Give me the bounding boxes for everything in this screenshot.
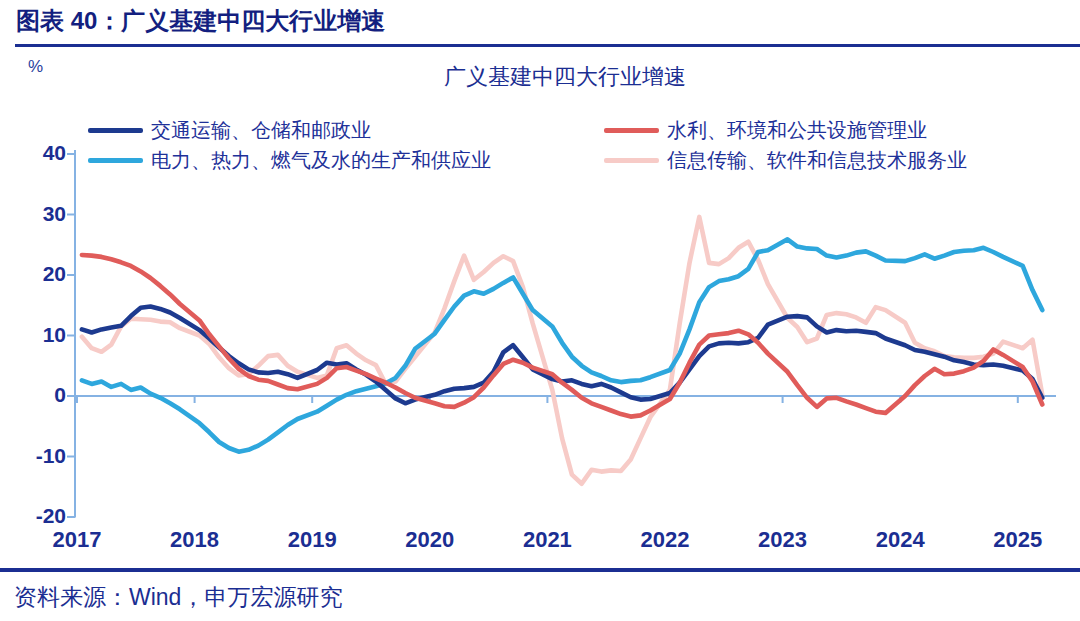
x-axis-tick-label: 2023 — [735, 527, 831, 553]
x-axis-tick-label: 2025 — [970, 527, 1066, 553]
x-axis-tick-label: 2022 — [617, 527, 713, 553]
x-axis-tick-label: 2018 — [147, 527, 243, 553]
source-note: 资料来源：Wind，申万宏源研究 — [14, 582, 342, 613]
series-line-power — [82, 239, 1042, 451]
y-axis-tick-label: 0 — [4, 383, 66, 407]
x-axis-tick-label: 2021 — [499, 527, 595, 553]
y-axis-tick-label: 10 — [4, 323, 66, 347]
y-axis-tick-label: 20 — [4, 262, 66, 286]
y-axis-tick-label: 30 — [4, 202, 66, 226]
y-axis-tick-label: 40 — [4, 141, 66, 165]
y-axis-tick-label: -10 — [4, 444, 66, 468]
series-line-water-env — [82, 255, 1042, 417]
x-axis-tick-label: 2024 — [852, 527, 948, 553]
x-axis-tick-label: 2019 — [264, 527, 360, 553]
y-axis-tick-label: -20 — [4, 504, 66, 528]
x-axis-tick-label: 2017 — [29, 527, 125, 553]
footer-rule — [0, 568, 1080, 572]
x-axis-tick-label: 2020 — [382, 527, 478, 553]
